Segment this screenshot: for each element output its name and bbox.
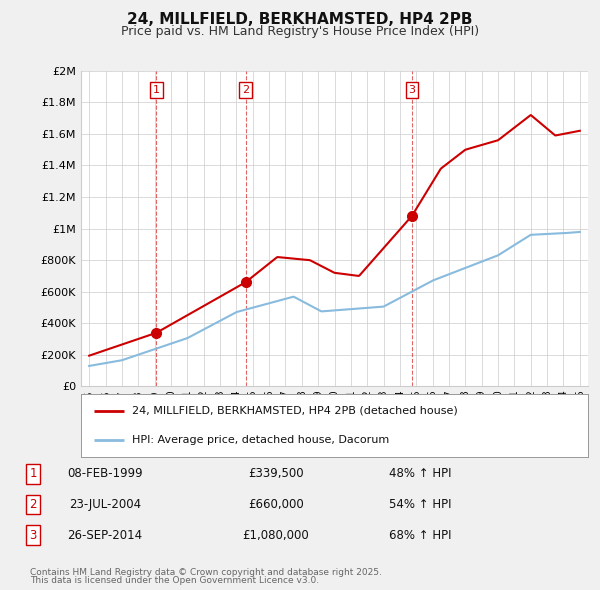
Text: 23-JUL-2004: 23-JUL-2004 xyxy=(69,498,141,511)
Text: 2: 2 xyxy=(242,85,249,95)
Text: This data is licensed under the Open Government Licence v3.0.: This data is licensed under the Open Gov… xyxy=(30,576,319,585)
Text: 24, MILLFIELD, BERKHAMSTED, HP4 2PB (detached house): 24, MILLFIELD, BERKHAMSTED, HP4 2PB (det… xyxy=(132,406,457,416)
Text: 08-FEB-1999: 08-FEB-1999 xyxy=(67,467,143,480)
Text: 1: 1 xyxy=(29,467,37,480)
Text: £660,000: £660,000 xyxy=(248,498,304,511)
Text: 1: 1 xyxy=(153,85,160,95)
Text: HPI: Average price, detached house, Dacorum: HPI: Average price, detached house, Daco… xyxy=(132,435,389,445)
Text: £339,500: £339,500 xyxy=(248,467,304,480)
Text: 24, MILLFIELD, BERKHAMSTED, HP4 2PB: 24, MILLFIELD, BERKHAMSTED, HP4 2PB xyxy=(127,12,473,27)
Text: 2: 2 xyxy=(29,498,37,511)
Text: Price paid vs. HM Land Registry's House Price Index (HPI): Price paid vs. HM Land Registry's House … xyxy=(121,25,479,38)
Text: £1,080,000: £1,080,000 xyxy=(242,529,310,542)
Text: 48% ↑ HPI: 48% ↑ HPI xyxy=(389,467,451,480)
Text: 3: 3 xyxy=(29,529,37,542)
Text: 68% ↑ HPI: 68% ↑ HPI xyxy=(389,529,451,542)
Text: Contains HM Land Registry data © Crown copyright and database right 2025.: Contains HM Land Registry data © Crown c… xyxy=(30,568,382,577)
Text: 26-SEP-2014: 26-SEP-2014 xyxy=(67,529,143,542)
Text: 3: 3 xyxy=(409,85,415,95)
Text: 54% ↑ HPI: 54% ↑ HPI xyxy=(389,498,451,511)
